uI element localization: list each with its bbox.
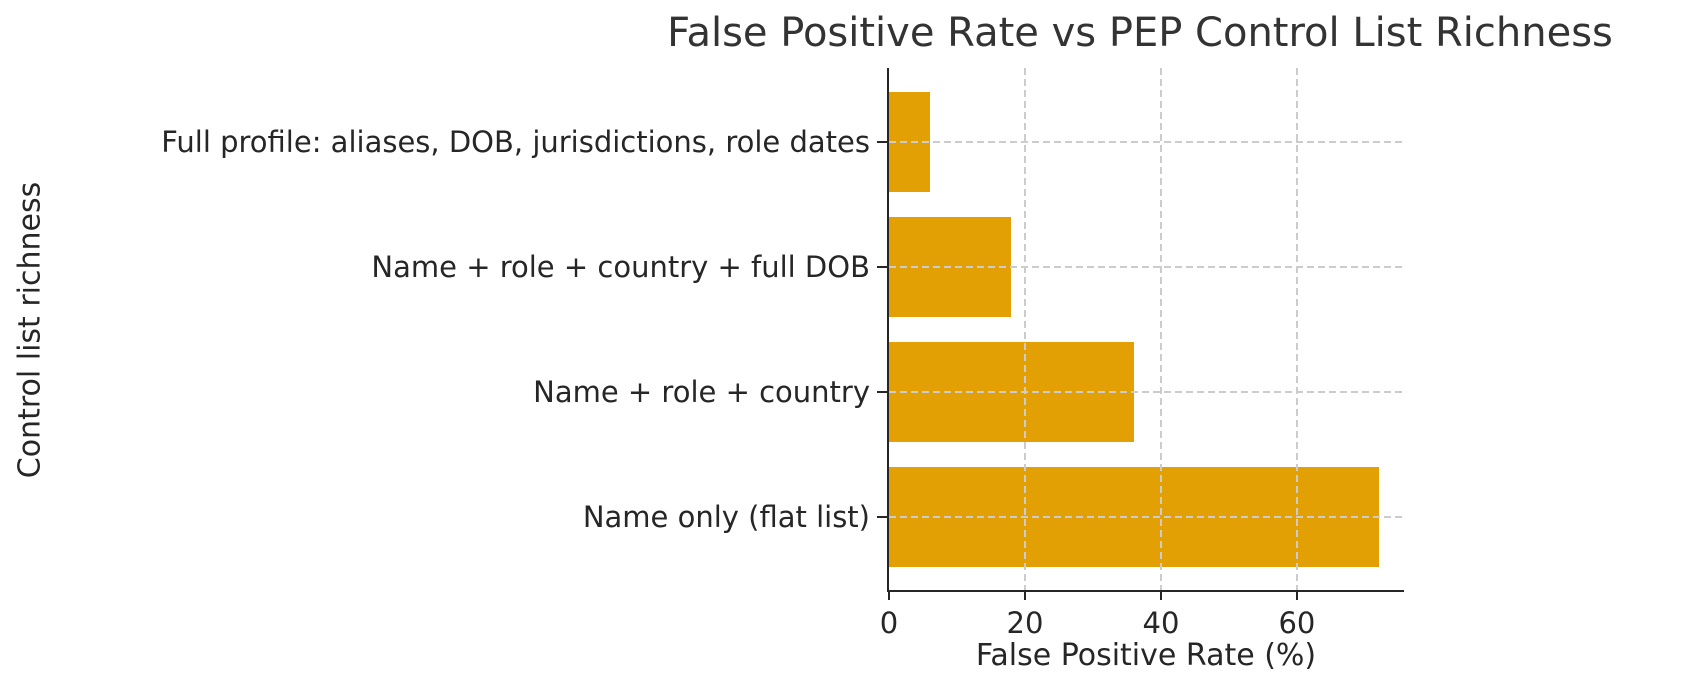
plot-area: 0 20 40 60 Full profile: aliases, DOB, juris…	[161, 68, 1404, 640]
y-tick-label: Name only (flat list)	[582, 500, 870, 534]
x-tick-mark	[1295, 590, 1299, 600]
x-tick-label: 60	[1278, 606, 1316, 640]
horizontal-gridline	[889, 391, 1403, 393]
y-tick-label: Name + role + country	[533, 375, 870, 409]
x-tick-mark	[1023, 590, 1027, 600]
y-tick-mark	[876, 390, 887, 394]
chart-title: False Positive Rate vs PEP Control List …	[667, 10, 1613, 56]
horizontal-gridline	[889, 266, 1403, 268]
y-axis-spine	[886, 68, 889, 592]
x-tick-label: 20	[1006, 606, 1044, 640]
vertical-gridline	[1023, 68, 1026, 590]
y-tick-mark	[876, 265, 887, 269]
vertical-gridline	[1159, 68, 1162, 590]
horizontal-gridline	[889, 516, 1403, 518]
x-tick-label: 40	[1142, 606, 1180, 640]
vertical-gridline	[1295, 68, 1298, 590]
x-tick-mark	[1159, 590, 1163, 600]
y-tick-mark	[876, 515, 887, 519]
x-axis-label: False Positive Rate (%)	[975, 638, 1317, 673]
y-tick-mark	[876, 140, 887, 144]
x-axis-spine	[886, 589, 1404, 592]
y-axis-label: Control list richness	[12, 181, 48, 479]
horizontal-gridline	[889, 141, 1403, 143]
y-tick-label: Name + role + country + full DOB	[371, 250, 870, 284]
x-tick-mark	[887, 590, 891, 600]
x-tick-label: 0	[879, 606, 899, 640]
y-tick-label: Full profile: aliases, DOB, jurisdiction…	[161, 125, 870, 159]
